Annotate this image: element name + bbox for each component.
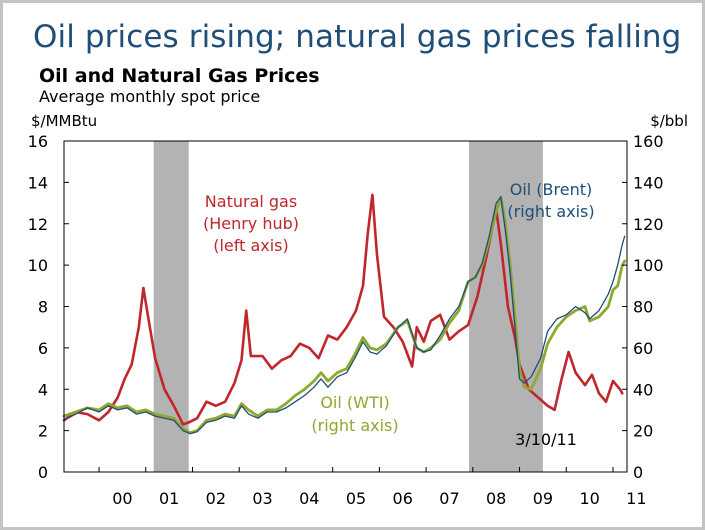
left-axis-label: $/MMBtu xyxy=(31,112,97,130)
x-axis-tick-label: 04 xyxy=(299,489,319,508)
x-axis-tick-label: 00 xyxy=(112,489,132,508)
x-axis-tick-label: 06 xyxy=(393,489,413,508)
right-axis-tick-label: 20 xyxy=(633,422,653,441)
oil-brent-annotation-line: (right axis) xyxy=(507,202,594,221)
axis-layer: 0246810121416020406080100120140160$/MMBt… xyxy=(28,112,688,508)
right-axis-tick-label: 100 xyxy=(633,256,664,275)
right-axis-tick-label: 160 xyxy=(633,132,664,151)
oil-wti-annotation-line: Oil (WTI) xyxy=(320,393,389,412)
left-axis-tick-label: 12 xyxy=(28,215,48,234)
left-axis-tick-label: 2 xyxy=(38,422,48,441)
right-axis-tick-label: 60 xyxy=(633,339,653,358)
chart-canvas: 0246810121416020406080100120140160$/MMBt… xyxy=(28,112,688,508)
x-axis-tick-label: 11 xyxy=(626,489,646,508)
right-axis-tick-label: 0 xyxy=(633,463,643,482)
right-axis-tick-label: 80 xyxy=(633,298,653,317)
natural-gas-annotation-line: Natural gas xyxy=(205,192,297,211)
x-axis-tick-label: 09 xyxy=(533,489,553,508)
x-axis-tick-label: 02 xyxy=(206,489,226,508)
headline: Oil prices rising; natural gas prices fa… xyxy=(33,19,682,55)
chart-title: Oil and Natural Gas Prices xyxy=(39,65,320,87)
chart-subtitle: Average monthly spot price xyxy=(39,87,261,106)
oil-brent-line xyxy=(63,196,626,435)
recession-band-2 xyxy=(469,141,543,472)
left-axis-tick-label: 0 xyxy=(38,463,48,482)
oil-brent-annotation-line: Oil (Brent) xyxy=(510,180,593,199)
date-note: 3/10/11 xyxy=(515,430,577,449)
annotation-layer: Natural gas (Henry hub) (left axis) Oil (Br… xyxy=(203,180,595,449)
left-axis-tick-label: 8 xyxy=(38,298,48,317)
natural-gas-annotation-line: (Henry hub) xyxy=(203,214,299,233)
x-axis-tick-label: 01 xyxy=(159,489,179,508)
left-axis-tick-label: 4 xyxy=(38,380,48,399)
oil-wti-line xyxy=(62,195,627,435)
x-axis-tick-label: 03 xyxy=(252,489,272,508)
right-axis-tick-label: 140 xyxy=(633,173,664,192)
natural-gas-annotation-line: (left axis) xyxy=(213,236,289,255)
left-axis-tick-label: 16 xyxy=(28,132,48,151)
left-axis-tick-label: 10 xyxy=(28,256,48,275)
natural-gas-line xyxy=(62,193,624,426)
series-layer xyxy=(62,193,627,435)
x-axis-tick-label: 10 xyxy=(579,489,599,508)
left-axis-tick-label: 6 xyxy=(38,339,48,358)
right-axis-tick-label: 40 xyxy=(633,380,653,399)
left-axis-tick-label: 14 xyxy=(28,173,48,192)
recession-shading-layer xyxy=(153,141,543,472)
x-axis-tick-label: 08 xyxy=(486,489,506,508)
right-axis-label: $/bbl xyxy=(650,112,688,130)
x-axis-tick-label: 05 xyxy=(346,489,366,508)
x-axis-tick-label: 07 xyxy=(439,489,459,508)
oil-wti-annotation-line: (right axis) xyxy=(311,416,398,435)
right-axis-tick-label: 120 xyxy=(633,215,664,234)
